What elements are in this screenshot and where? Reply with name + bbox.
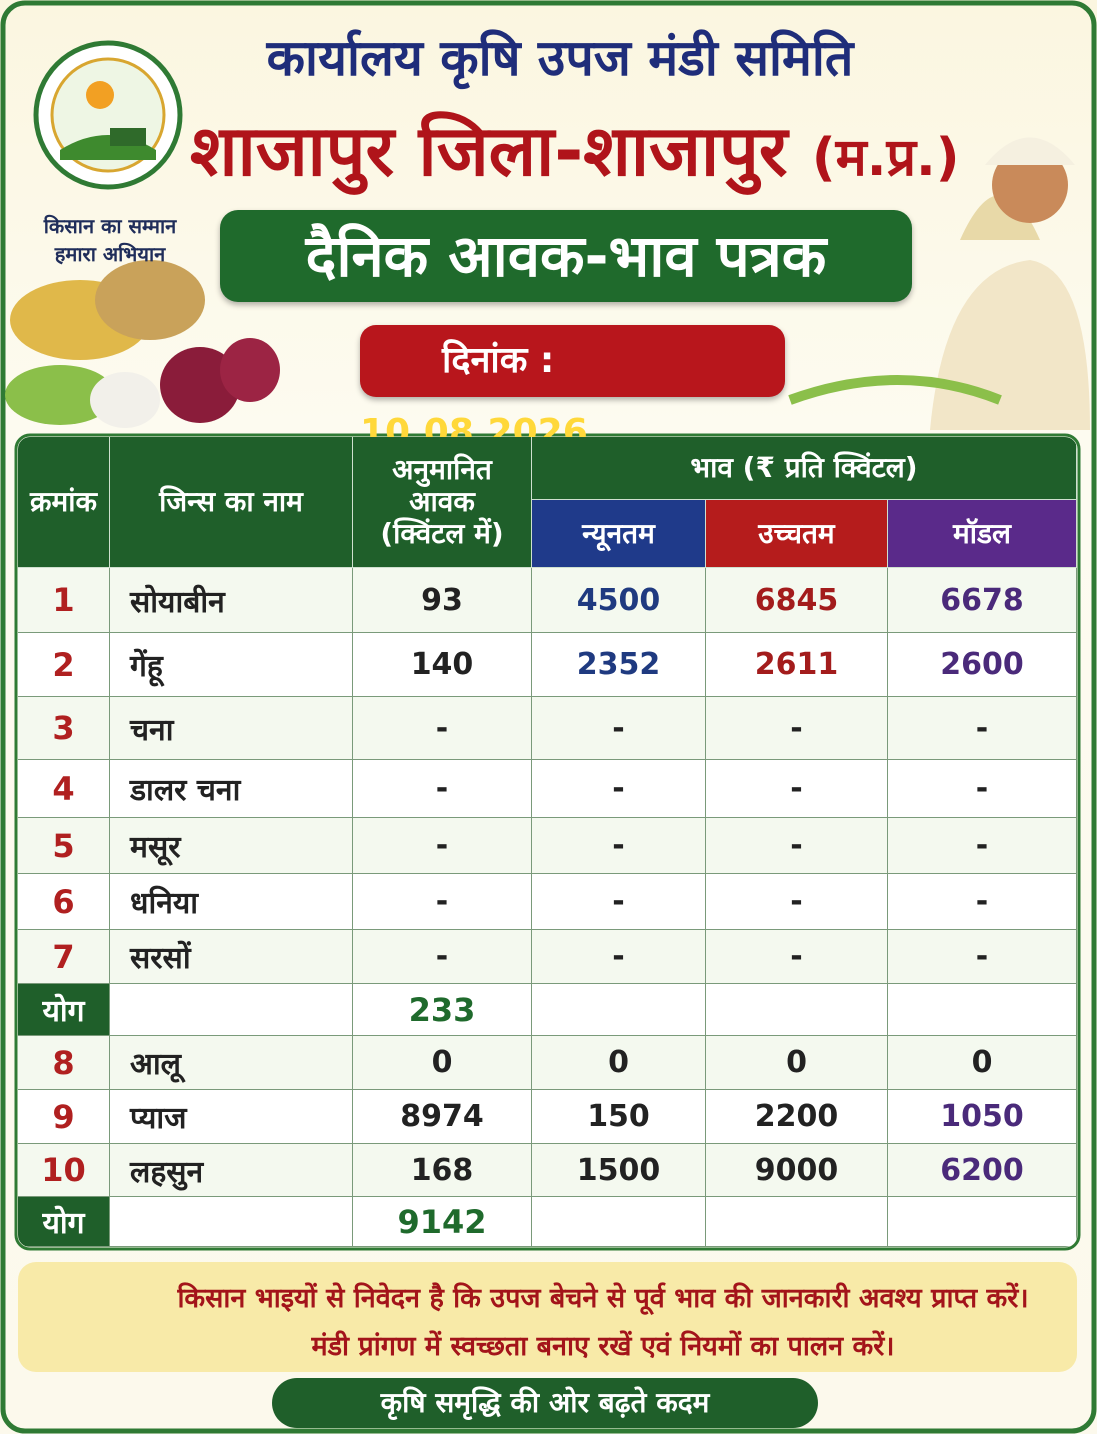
commodity: सोयाबीन [110, 568, 353, 633]
slogan-line: किसान का सम्मान [43, 214, 177, 238]
header-cell: अनुमानित आवक (क्विंटल में) [353, 437, 532, 568]
modal-price: 0 [888, 1036, 1077, 1090]
min-price: - [532, 697, 706, 760]
serial: 5 [18, 818, 110, 874]
arrival: 93 [353, 568, 532, 633]
cell [888, 984, 1077, 1036]
date-box: दिनांक : 10.08.2026 [360, 325, 785, 453]
max-price: - [706, 930, 888, 984]
serial: 4 [18, 760, 110, 818]
max-price: - [706, 760, 888, 818]
total-label: योग [18, 1197, 110, 1247]
price-table: क्रमांक जिन्स का नाम अनुमानित आवक (क्विंटल… [18, 437, 1077, 1247]
commodity: मसूर [110, 818, 353, 874]
max-price: 9000 [706, 1144, 888, 1197]
serial: 1 [18, 568, 110, 633]
max-price: - [706, 874, 888, 930]
max-price: - [706, 818, 888, 874]
arrival: - [353, 697, 532, 760]
serial: 8 [18, 1036, 110, 1090]
commodity: चना [110, 697, 353, 760]
modal-price: - [888, 697, 1077, 760]
serial: 6 [18, 874, 110, 930]
header-cell: उच्चतम [706, 500, 888, 568]
min-price: 150 [532, 1090, 706, 1144]
total-value: 233 [353, 984, 532, 1036]
cell [110, 1197, 353, 1247]
notice-line: किसान भाइयों से निवेदन है कि उपज बेचने स… [177, 1283, 1029, 1314]
arrival: - [353, 874, 532, 930]
serial: 9 [18, 1090, 110, 1144]
max-price: 6845 [706, 568, 888, 633]
cell [110, 984, 353, 1036]
header-cell: क्रमांक [18, 437, 110, 568]
serial: 10 [18, 1144, 110, 1197]
arrival: - [353, 760, 532, 818]
min-price: 4500 [532, 568, 706, 633]
commodity: धनिया [110, 874, 353, 930]
modal-price: 6678 [888, 568, 1077, 633]
commodity: गेंहू [110, 633, 353, 697]
modal-price: - [888, 818, 1077, 874]
max-price: - [706, 697, 888, 760]
date-label: दिनांक : [442, 340, 555, 381]
serial: 2 [18, 633, 110, 697]
modal-price: - [888, 874, 1077, 930]
district-title: शाजापुर जिला-शाजापुर (म.प्र.) [190, 100, 960, 196]
arrival: - [353, 818, 532, 874]
state: (म.प्र.) [811, 128, 960, 188]
modal-price: - [888, 930, 1077, 984]
serial: 7 [18, 930, 110, 984]
arrival: 140 [353, 633, 532, 697]
max-price: 2611 [706, 633, 888, 697]
cell [532, 984, 706, 1036]
slogan-line: हमारा अभियान [54, 242, 166, 266]
slogan: किसान का सम्मान हमारा अभियान [20, 212, 200, 268]
arrival: 168 [353, 1144, 532, 1197]
commodity: डालर चना [110, 760, 353, 818]
min-price: 1500 [532, 1144, 706, 1197]
min-price: 0 [532, 1036, 706, 1090]
cell [706, 1197, 888, 1247]
commodity: सरसों [110, 930, 353, 984]
arrival: 0 [353, 1036, 532, 1090]
modal-price: - [888, 760, 1077, 818]
header-cell: भाव (₹ प्रति क्विंटल) [532, 437, 1077, 500]
district: शाजापुर जिला-शाजापुर [190, 110, 788, 192]
header-cell: न्यूनतम [532, 500, 706, 568]
min-price: 2352 [532, 633, 706, 697]
commodity: आलू [110, 1036, 353, 1090]
cell [706, 984, 888, 1036]
header-cell: जिन्स का नाम [110, 437, 353, 568]
office-title: कार्यालय कृषि उपज मंडी समिति [266, 29, 854, 87]
min-price: - [532, 874, 706, 930]
notice: किसान भाइयों से निवेदन है कि उपज बेचने स… [18, 1262, 1077, 1372]
notice-line: मंडी प्रांगण में स्वच्छता बनाए रखें एवं … [311, 1331, 895, 1362]
arrival: - [353, 930, 532, 984]
arrival: 8974 [353, 1090, 532, 1144]
banner: दैनिक आवक-भाव पत्रक [220, 210, 912, 302]
max-price: 2200 [706, 1090, 888, 1144]
total-label: योग [18, 984, 110, 1036]
min-price: - [532, 930, 706, 984]
commodity: प्याज [110, 1090, 353, 1144]
cell [532, 1197, 706, 1247]
modal-price: 1050 [888, 1090, 1077, 1144]
commodity: लहसुन [110, 1144, 353, 1197]
header-cell: मॉडल [888, 500, 1077, 568]
serial: 3 [18, 697, 110, 760]
modal-price: 2600 [888, 633, 1077, 697]
max-price: 0 [706, 1036, 888, 1090]
modal-price: 6200 [888, 1144, 1077, 1197]
min-price: - [532, 760, 706, 818]
min-price: - [532, 818, 706, 874]
total-value: 9142 [353, 1197, 532, 1247]
cell [888, 1197, 1077, 1247]
footer: कृषि समृद्धि की ओर बढ़ते कदम [272, 1378, 818, 1428]
